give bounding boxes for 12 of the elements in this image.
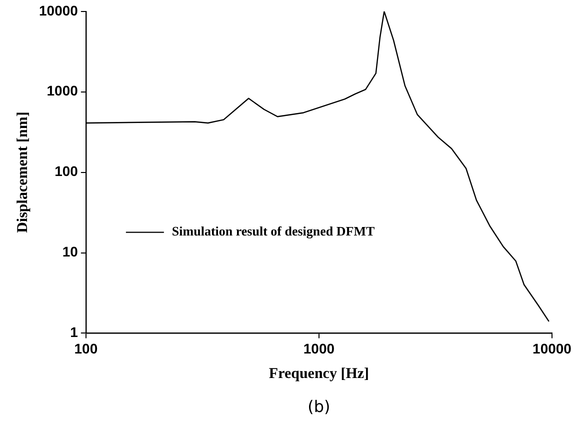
x-tick-label: 100 [74, 340, 98, 356]
y-tick-label: 10 [62, 244, 78, 260]
text: (b) [308, 397, 330, 416]
x-axis-title: Frequency [Hz] [268, 366, 370, 382]
x-tick-label: 10000 [532, 340, 572, 356]
y-tick-label: 1000 [46, 82, 78, 99]
x-tick-label: 1000 [303, 340, 335, 356]
y-tick-label: 100 [54, 163, 78, 180]
y-axis-title: Displacement [nm] [14, 112, 31, 233]
y-tick-label: 1 [70, 324, 78, 340]
y-tick-label: 10000 [38, 2, 78, 18]
legend-label: Simulation result of designed DFMT [172, 224, 375, 239]
